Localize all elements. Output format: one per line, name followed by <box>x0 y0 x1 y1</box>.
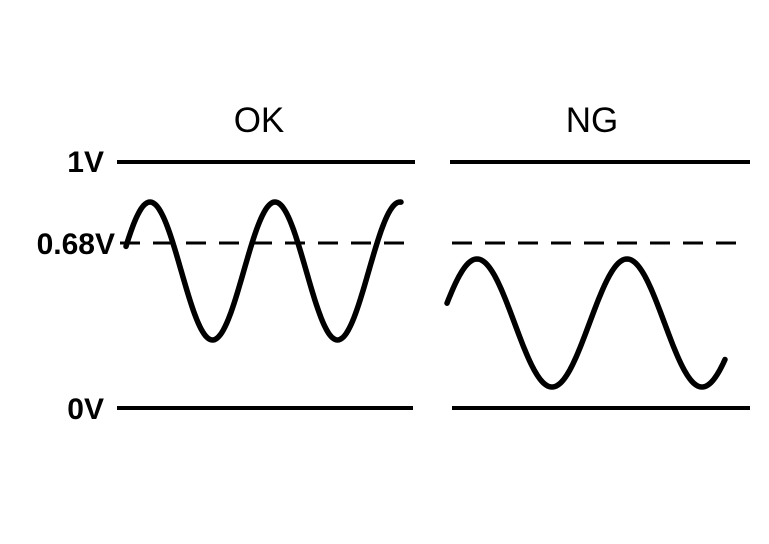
ok-panel-title: OK <box>234 101 285 140</box>
top-voltage-label: 1V <box>67 146 104 179</box>
ng-panel-title: NG <box>566 101 619 140</box>
ok-waveform-curve <box>123 199 404 343</box>
bottom-voltage-label: 0V <box>67 393 104 426</box>
ng-waveform-curve <box>444 256 728 390</box>
threshold-voltage-label: 0.68V <box>37 228 115 261</box>
